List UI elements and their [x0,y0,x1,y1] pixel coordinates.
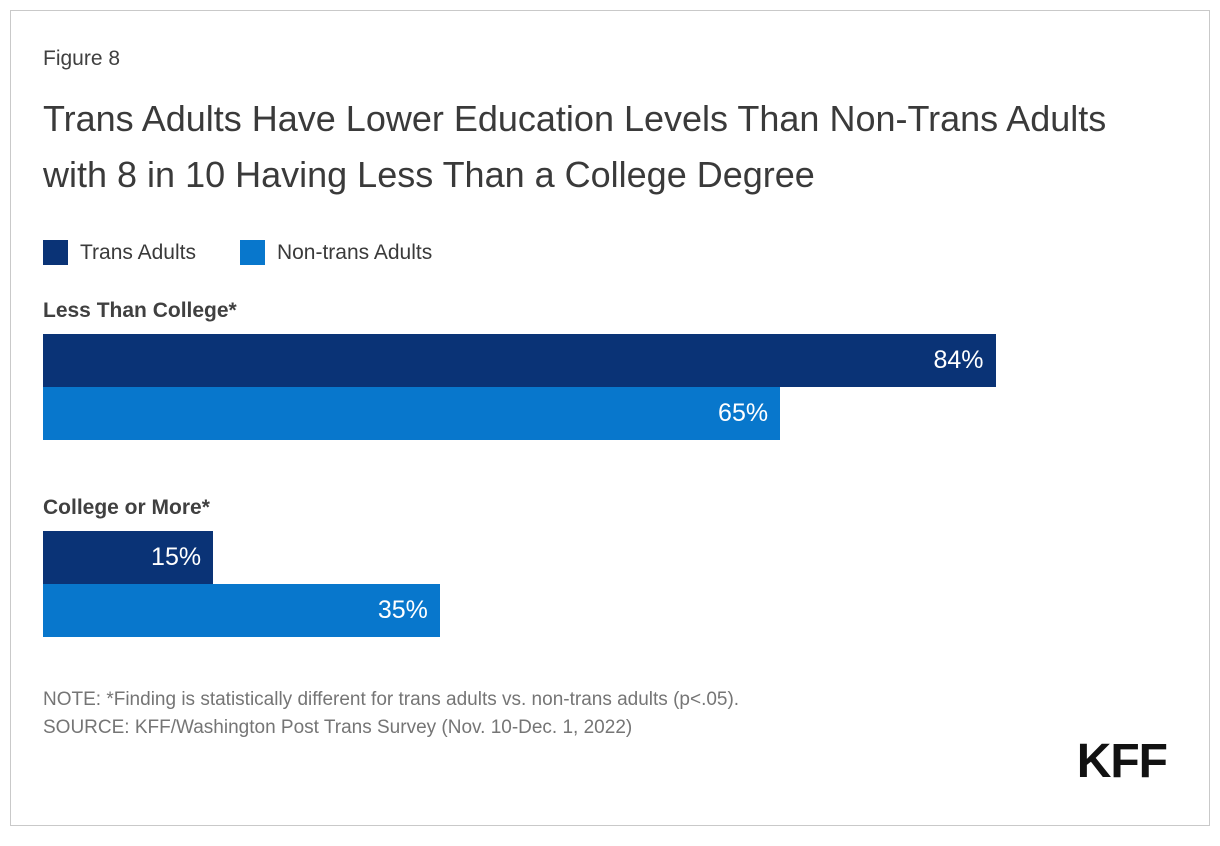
bar-group: College or More* 15% 35% [43,497,1177,637]
bar-row: 35% [43,584,1177,637]
note-text: NOTE: *Finding is statistically differen… [43,689,740,710]
legend-label: Non-trans Adults [276,240,433,264]
bar-value-label: 15% [151,543,202,571]
bar-row: 65% [43,387,1177,440]
bar-group: Less Than College* 84% 65% [43,300,1177,440]
category-label: College or More* [43,496,210,519]
figure-label: Figure 8 [43,47,121,70]
bar-chart: Less Than College* 84% 65% College or More*… [43,300,1177,637]
legend-label: Trans Adults [80,240,196,264]
bar-row: 84% [43,334,1177,387]
legend-item-trans-adults: Trans Adults [43,240,196,265]
bar-non-trans-adults: 65% [43,387,781,440]
bar-value-label: 84% [933,346,984,374]
kff-logo: KFF [1076,735,1168,788]
legend: Trans Adults Non-trans Adults [43,240,1177,265]
bar-trans-adults: 15% [43,531,214,584]
category-label: Less Than College* [43,299,237,322]
chart-title: Trans Adults Have Lower Education Levels… [43,98,1107,195]
trans-adults-swatch-icon [43,240,68,265]
legend-item-non-trans-adults: Non-trans Adults [239,240,433,265]
figure-frame: Figure 8 Trans Adults Have Lower Educati… [10,10,1210,826]
footer: NOTE: *Finding is statistically differen… [43,686,1177,742]
bar-row: 15% [43,531,1177,584]
bar-value-label: 65% [718,399,769,427]
bar-value-label: 35% [377,596,428,624]
bar-trans-adults: 84% [43,334,996,387]
non-trans-adults-swatch-icon [239,240,265,265]
source-text: SOURCE: KFF/Washington Post Trans Survey… [43,717,633,738]
bar-non-trans-adults: 35% [43,584,440,637]
